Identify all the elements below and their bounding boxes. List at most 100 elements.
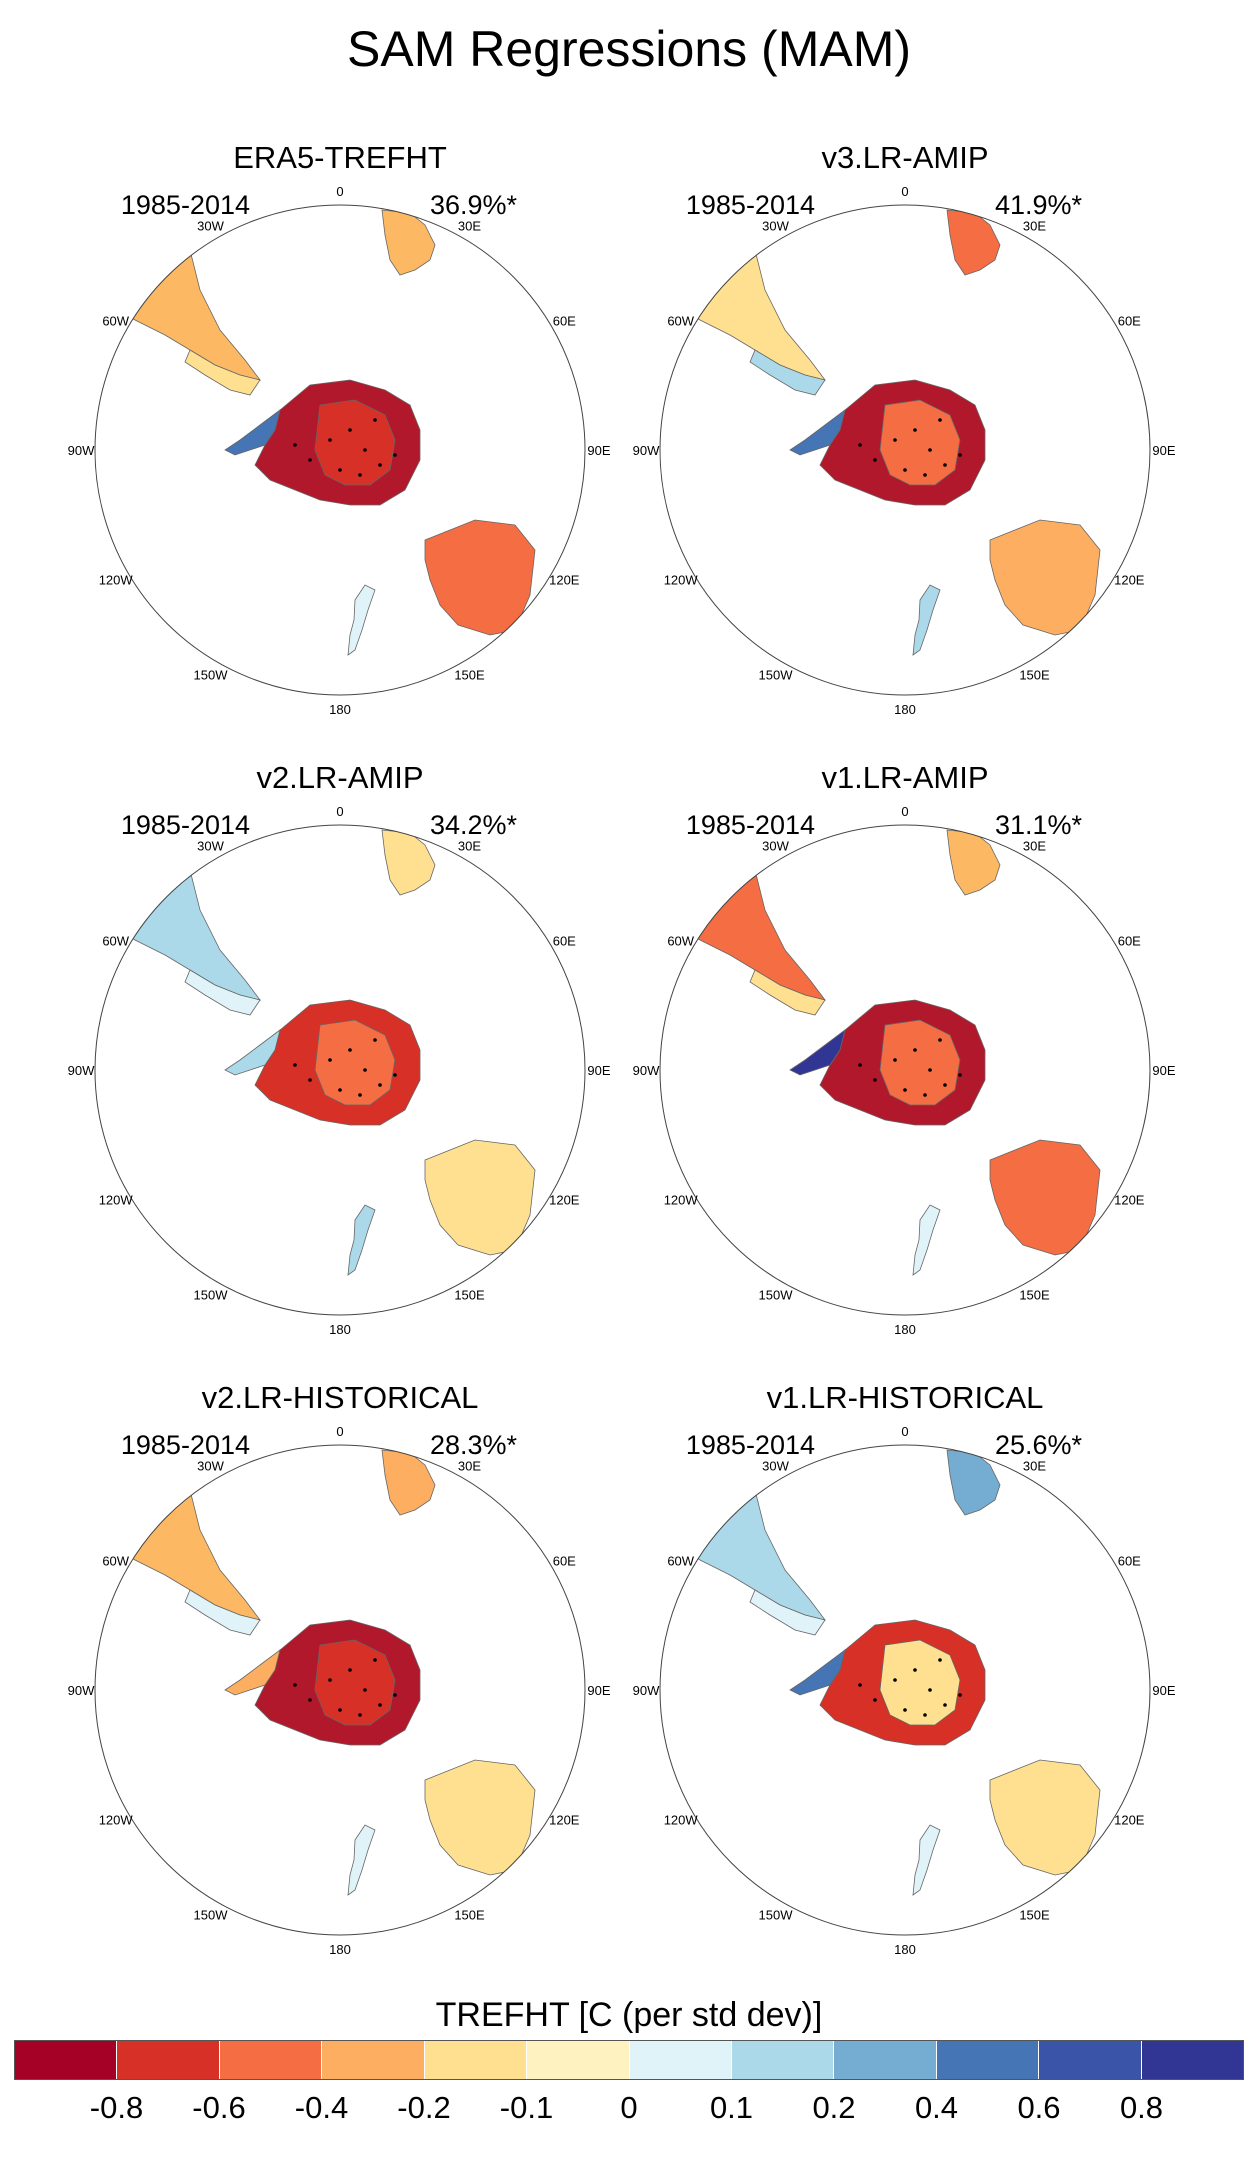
significance-dot xyxy=(923,473,927,477)
significance-dot xyxy=(873,458,877,462)
map-panel: v2.LR-AMIP 0 30E 60E 90E 120E 150E 180 150W 120W 9… xyxy=(30,760,650,1380)
longitude-label: 0 xyxy=(901,804,908,819)
longitude-label: 60E xyxy=(553,314,576,329)
new-zealand-region xyxy=(347,1824,376,1896)
longitude-label: 90W xyxy=(68,443,95,458)
map-boundary xyxy=(94,824,586,1316)
longitude-label: 30W xyxy=(762,1459,789,1474)
significance-dot xyxy=(348,1668,352,1672)
significance-dot xyxy=(338,1088,342,1092)
longitude-label: 60E xyxy=(1118,1554,1141,1569)
significance-dot xyxy=(393,1073,397,1077)
significance-dot xyxy=(373,1038,377,1042)
panel-explained-variance: 28.3%* xyxy=(430,1430,518,1460)
new-zealand-region xyxy=(347,1204,376,1276)
significance-dot xyxy=(858,1683,862,1687)
map-boundary xyxy=(659,1444,1151,1936)
longitude-label: 150E xyxy=(454,667,485,682)
longitude-label: 120E xyxy=(1114,573,1145,588)
significance-dot xyxy=(943,1083,947,1087)
south-america-region xyxy=(669,205,826,381)
longitude-label: 30W xyxy=(197,839,224,854)
longitude-label: 30W xyxy=(197,219,224,234)
longitude-label: 30E xyxy=(1023,839,1046,854)
significance-dot xyxy=(903,468,907,472)
panel-period: 1985-2014 xyxy=(685,190,815,220)
longitude-label: 120E xyxy=(1114,1813,1145,1828)
australia-region xyxy=(989,519,1101,636)
significance-dot xyxy=(373,1658,377,1662)
africa-region xyxy=(946,1449,1001,1516)
longitude-label: 60W xyxy=(102,1554,129,1569)
colorbar-swatch xyxy=(1039,2041,1142,2079)
australia-region xyxy=(989,1759,1101,1876)
africa-region xyxy=(381,829,436,896)
longitude-label: 120W xyxy=(664,1813,699,1828)
australia-region xyxy=(989,1139,1101,1256)
longitude-label: 120W xyxy=(664,573,699,588)
significance-dot xyxy=(928,1068,932,1072)
polar-map: 0 30E 60E 90E 120E 150E 180 150W 120W 90W 60W 30W xyxy=(68,1424,611,1957)
significance-dot xyxy=(958,453,962,457)
polar-map: 0 30E 60E 90E 120E 150E 180 150W 120W 90W 60W 30W xyxy=(633,1424,1176,1957)
significance-dot xyxy=(393,453,397,457)
peninsula-region xyxy=(224,1649,281,1696)
significance-dot xyxy=(358,1093,362,1097)
map-panel: v1.LR-HISTORICAL 0 30E 60E 90E 120E 150E 180 150… xyxy=(595,1380,1215,2000)
africa-region xyxy=(381,209,436,276)
colorbar-tick-label: 0.4 xyxy=(914,2090,959,2125)
south-america-region xyxy=(669,1445,826,1621)
significance-dot xyxy=(913,428,917,432)
longitude-label: 150E xyxy=(454,1287,485,1302)
peninsula-region xyxy=(789,1029,846,1076)
longitude-label: 60W xyxy=(102,934,129,949)
colorbar-tick-label: 0.8 xyxy=(1119,2090,1164,2125)
longitude-label: 90W xyxy=(68,1683,95,1698)
panel-title: v1.LR-HISTORICAL xyxy=(766,1380,1044,1415)
significance-dot xyxy=(938,1658,942,1662)
polar-map: 0 30E 60E 90E 120E 150E 180 150W 120W 90W 60W 30W xyxy=(68,184,611,717)
longitude-label: 60E xyxy=(1118,934,1141,949)
significance-dot xyxy=(943,463,947,467)
panel-explained-variance: 31.1%* xyxy=(995,810,1083,840)
longitude-label: 0 xyxy=(901,1424,908,1439)
significance-dot xyxy=(328,438,332,442)
longitude-label: 120E xyxy=(549,573,580,588)
longitude-label: 120W xyxy=(99,1193,134,1208)
significance-dot xyxy=(358,473,362,477)
longitude-label: 60W xyxy=(667,934,694,949)
significance-dot xyxy=(358,1713,362,1717)
colorbar-tick-label: -0.4 xyxy=(294,2090,349,2125)
significance-dot xyxy=(293,1683,297,1687)
patagonia-region xyxy=(184,1589,261,1636)
south-america-region xyxy=(104,1445,261,1621)
peninsula-region xyxy=(789,409,846,456)
longitude-label: 90W xyxy=(633,1683,660,1698)
longitude-label: 90E xyxy=(587,1063,610,1078)
longitude-label: 150E xyxy=(1019,667,1050,682)
longitude-label: 120W xyxy=(99,1813,134,1828)
significance-dot xyxy=(378,1083,382,1087)
significance-dot xyxy=(928,448,932,452)
panel-explained-variance: 36.9%* xyxy=(430,190,518,220)
longitude-label: 30W xyxy=(762,839,789,854)
significance-dot xyxy=(393,1693,397,1697)
panel-title: ERA5-TREFHT xyxy=(233,140,447,175)
longitude-label: 150W xyxy=(759,667,794,682)
colorbar-swatch xyxy=(117,2041,220,2079)
longitude-label: 30W xyxy=(762,219,789,234)
longitude-label: 150E xyxy=(454,1907,485,1922)
significance-dot xyxy=(348,1048,352,1052)
colorbar-swatch xyxy=(322,2041,425,2079)
longitude-label: 180 xyxy=(329,1322,351,1337)
significance-dot xyxy=(338,1708,342,1712)
map-panel: ERA5-TREFHT 0 30E 60E 90E 120E 150E 180 150W 120W… xyxy=(30,140,650,760)
significance-dot xyxy=(873,1078,877,1082)
longitude-label: 30E xyxy=(458,219,481,234)
colorbar-swatch xyxy=(834,2041,937,2079)
significance-dot xyxy=(893,1678,897,1682)
peninsula-region xyxy=(224,409,281,456)
colorbar-tick-label: 0.2 xyxy=(812,2090,856,2125)
colorbar-tick-label: 0 xyxy=(620,2090,638,2125)
colorbar-tick-label: -0.8 xyxy=(89,2090,144,2125)
